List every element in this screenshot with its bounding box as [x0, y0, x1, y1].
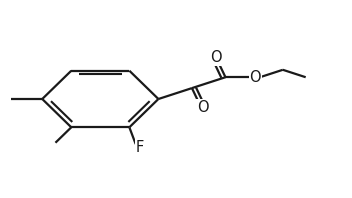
Text: O: O — [210, 50, 222, 65]
Text: O: O — [197, 100, 208, 115]
Text: O: O — [250, 70, 261, 85]
Text: F: F — [136, 140, 144, 155]
